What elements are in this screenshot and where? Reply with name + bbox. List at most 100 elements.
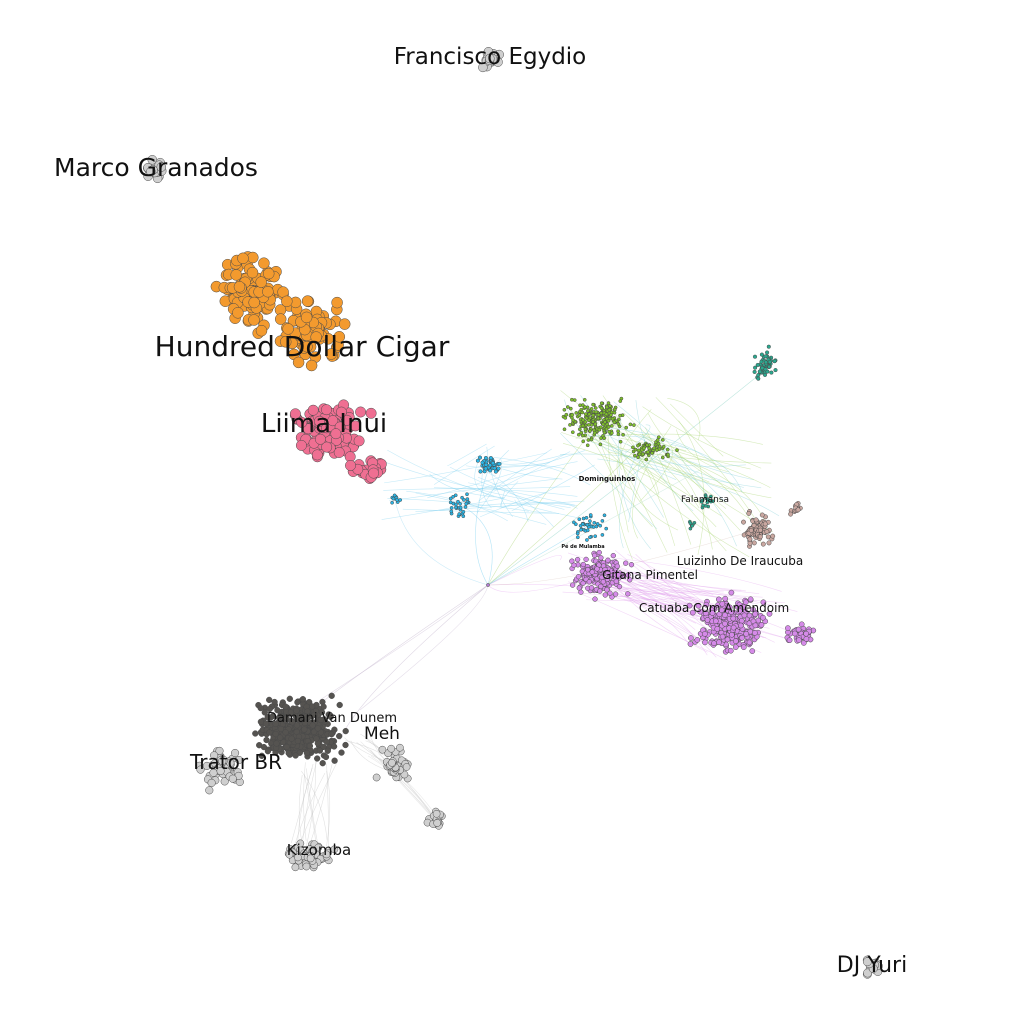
node-dominguinhos xyxy=(666,452,670,457)
node-catuaba-com-amendoim xyxy=(689,609,696,616)
cluster-label-dj-yuri: DJ Yuri xyxy=(837,953,907,978)
node-falamansa xyxy=(767,359,772,364)
node-dominguinhos xyxy=(654,448,659,452)
node-catuaba-com-amendoim xyxy=(760,614,766,621)
node-dominguinhos xyxy=(602,430,607,435)
network-edge xyxy=(610,436,744,488)
network-edge xyxy=(406,490,508,522)
node-dominguinhos xyxy=(568,406,573,411)
node-gitana-pimentel xyxy=(592,596,598,602)
node-hub xyxy=(486,583,490,587)
node-catuaba-com-amendoim xyxy=(785,625,791,631)
node-pe-de-mulamba xyxy=(398,498,403,502)
network-edge xyxy=(384,461,571,509)
node-falamansa xyxy=(767,364,772,369)
node-luizinho-de-iraucuba xyxy=(764,529,770,535)
node-catuaba-com-amendoim xyxy=(728,631,735,638)
node-luizinho-de-iraucuba xyxy=(747,536,753,542)
node-luizinho-de-iraucuba xyxy=(753,517,759,523)
node-damani-van-dunem xyxy=(271,698,278,706)
network-edge xyxy=(301,770,328,841)
node-dominguinhos xyxy=(618,439,623,444)
node-gitana-pimentel xyxy=(583,556,589,563)
node-damani-van-dunem xyxy=(327,713,334,720)
network-edge xyxy=(612,591,724,598)
node-gitana-pimentel xyxy=(596,549,602,556)
node-pe-de-mulamba xyxy=(395,498,399,502)
node-dominguinhos xyxy=(652,446,657,451)
node-dominguinhos xyxy=(583,412,588,416)
node-catuaba-com-amendoim xyxy=(694,637,701,643)
node-kizomba xyxy=(294,853,302,862)
node-kizomba xyxy=(314,843,323,852)
node-dominguinhos xyxy=(655,438,660,443)
network-edge xyxy=(479,492,546,518)
network-edge xyxy=(487,444,641,586)
node-damani-van-dunem xyxy=(258,752,265,759)
node-damani-van-dunem xyxy=(299,696,307,703)
node-liima-inui xyxy=(289,408,301,420)
node-pe-de-mulamba xyxy=(600,533,605,537)
node-damani-van-dunem xyxy=(338,749,345,756)
network-edge xyxy=(429,473,505,498)
node-liima-inui xyxy=(314,433,326,445)
node-catuaba-com-amendoim xyxy=(736,608,743,614)
node-dominguinhos xyxy=(608,404,612,408)
network-edge xyxy=(642,434,751,470)
node-dominguinhos xyxy=(564,412,569,417)
network-edge xyxy=(291,763,314,844)
node-dominguinhos xyxy=(675,448,679,453)
network-edge xyxy=(493,451,571,492)
node-damani-van-dunem xyxy=(282,703,289,710)
network-edge xyxy=(499,481,519,507)
node-dominguinhos xyxy=(599,406,604,410)
node-hundred-dollar-cigar xyxy=(274,313,287,325)
network-edge xyxy=(645,427,692,545)
node-catuaba-com-amendoim xyxy=(803,630,809,637)
network-edge xyxy=(370,749,435,817)
network-edge xyxy=(299,761,338,844)
node-gitana-pimentel xyxy=(588,585,595,591)
node-liima-inui xyxy=(355,406,367,418)
network-edge xyxy=(589,430,677,480)
node-kizomba xyxy=(330,845,339,854)
node-gitana-pimentel xyxy=(623,560,629,566)
label-layer: Francisco Egydio Marco Granados Hundred … xyxy=(54,44,907,978)
node-catuaba-com-amendoim xyxy=(742,599,749,606)
node-falamansa xyxy=(690,523,695,528)
node-pe-de-mulamba xyxy=(392,493,397,498)
node-dominguinhos xyxy=(599,436,603,440)
node-pe-de-mulamba xyxy=(579,527,583,532)
node-falamansa xyxy=(759,352,764,357)
network-edge xyxy=(619,454,637,549)
node-gitana-pimentel xyxy=(586,579,592,585)
node-damani-van-dunem xyxy=(309,722,316,729)
node-dominguinhos xyxy=(642,446,646,451)
node-damani-van-dunem xyxy=(318,709,326,716)
network-edge xyxy=(648,456,746,467)
node-liima-inui xyxy=(341,414,353,426)
node-falamansa xyxy=(752,354,758,359)
node-catuaba-com-amendoim xyxy=(747,596,754,603)
network-edge xyxy=(607,588,711,648)
node-damani-van-dunem xyxy=(293,722,301,729)
node-hundred-dollar-cigar xyxy=(333,331,346,343)
node-gitana-pimentel xyxy=(605,557,611,563)
node-dominguinhos xyxy=(602,436,607,441)
network-edge xyxy=(359,584,489,711)
node-dominguinhos xyxy=(612,420,617,425)
node-falamansa xyxy=(752,369,757,374)
network-edge xyxy=(477,476,554,528)
node-hundred-dollar-cigar xyxy=(258,257,270,269)
network-edge xyxy=(647,413,737,492)
node-pe-de-mulamba xyxy=(456,499,460,504)
node-dominguinhos xyxy=(583,427,588,432)
node-dominguinhos xyxy=(574,411,579,415)
node-damani-van-dunem xyxy=(272,720,279,728)
node-pe-de-mulamba xyxy=(497,461,502,466)
node-pe-de-mulamba xyxy=(465,497,470,501)
node-gitana-pimentel xyxy=(609,568,615,574)
node-damani-van-dunem xyxy=(264,748,272,755)
network-edge xyxy=(511,464,595,512)
node-damani-van-dunem xyxy=(294,699,301,706)
